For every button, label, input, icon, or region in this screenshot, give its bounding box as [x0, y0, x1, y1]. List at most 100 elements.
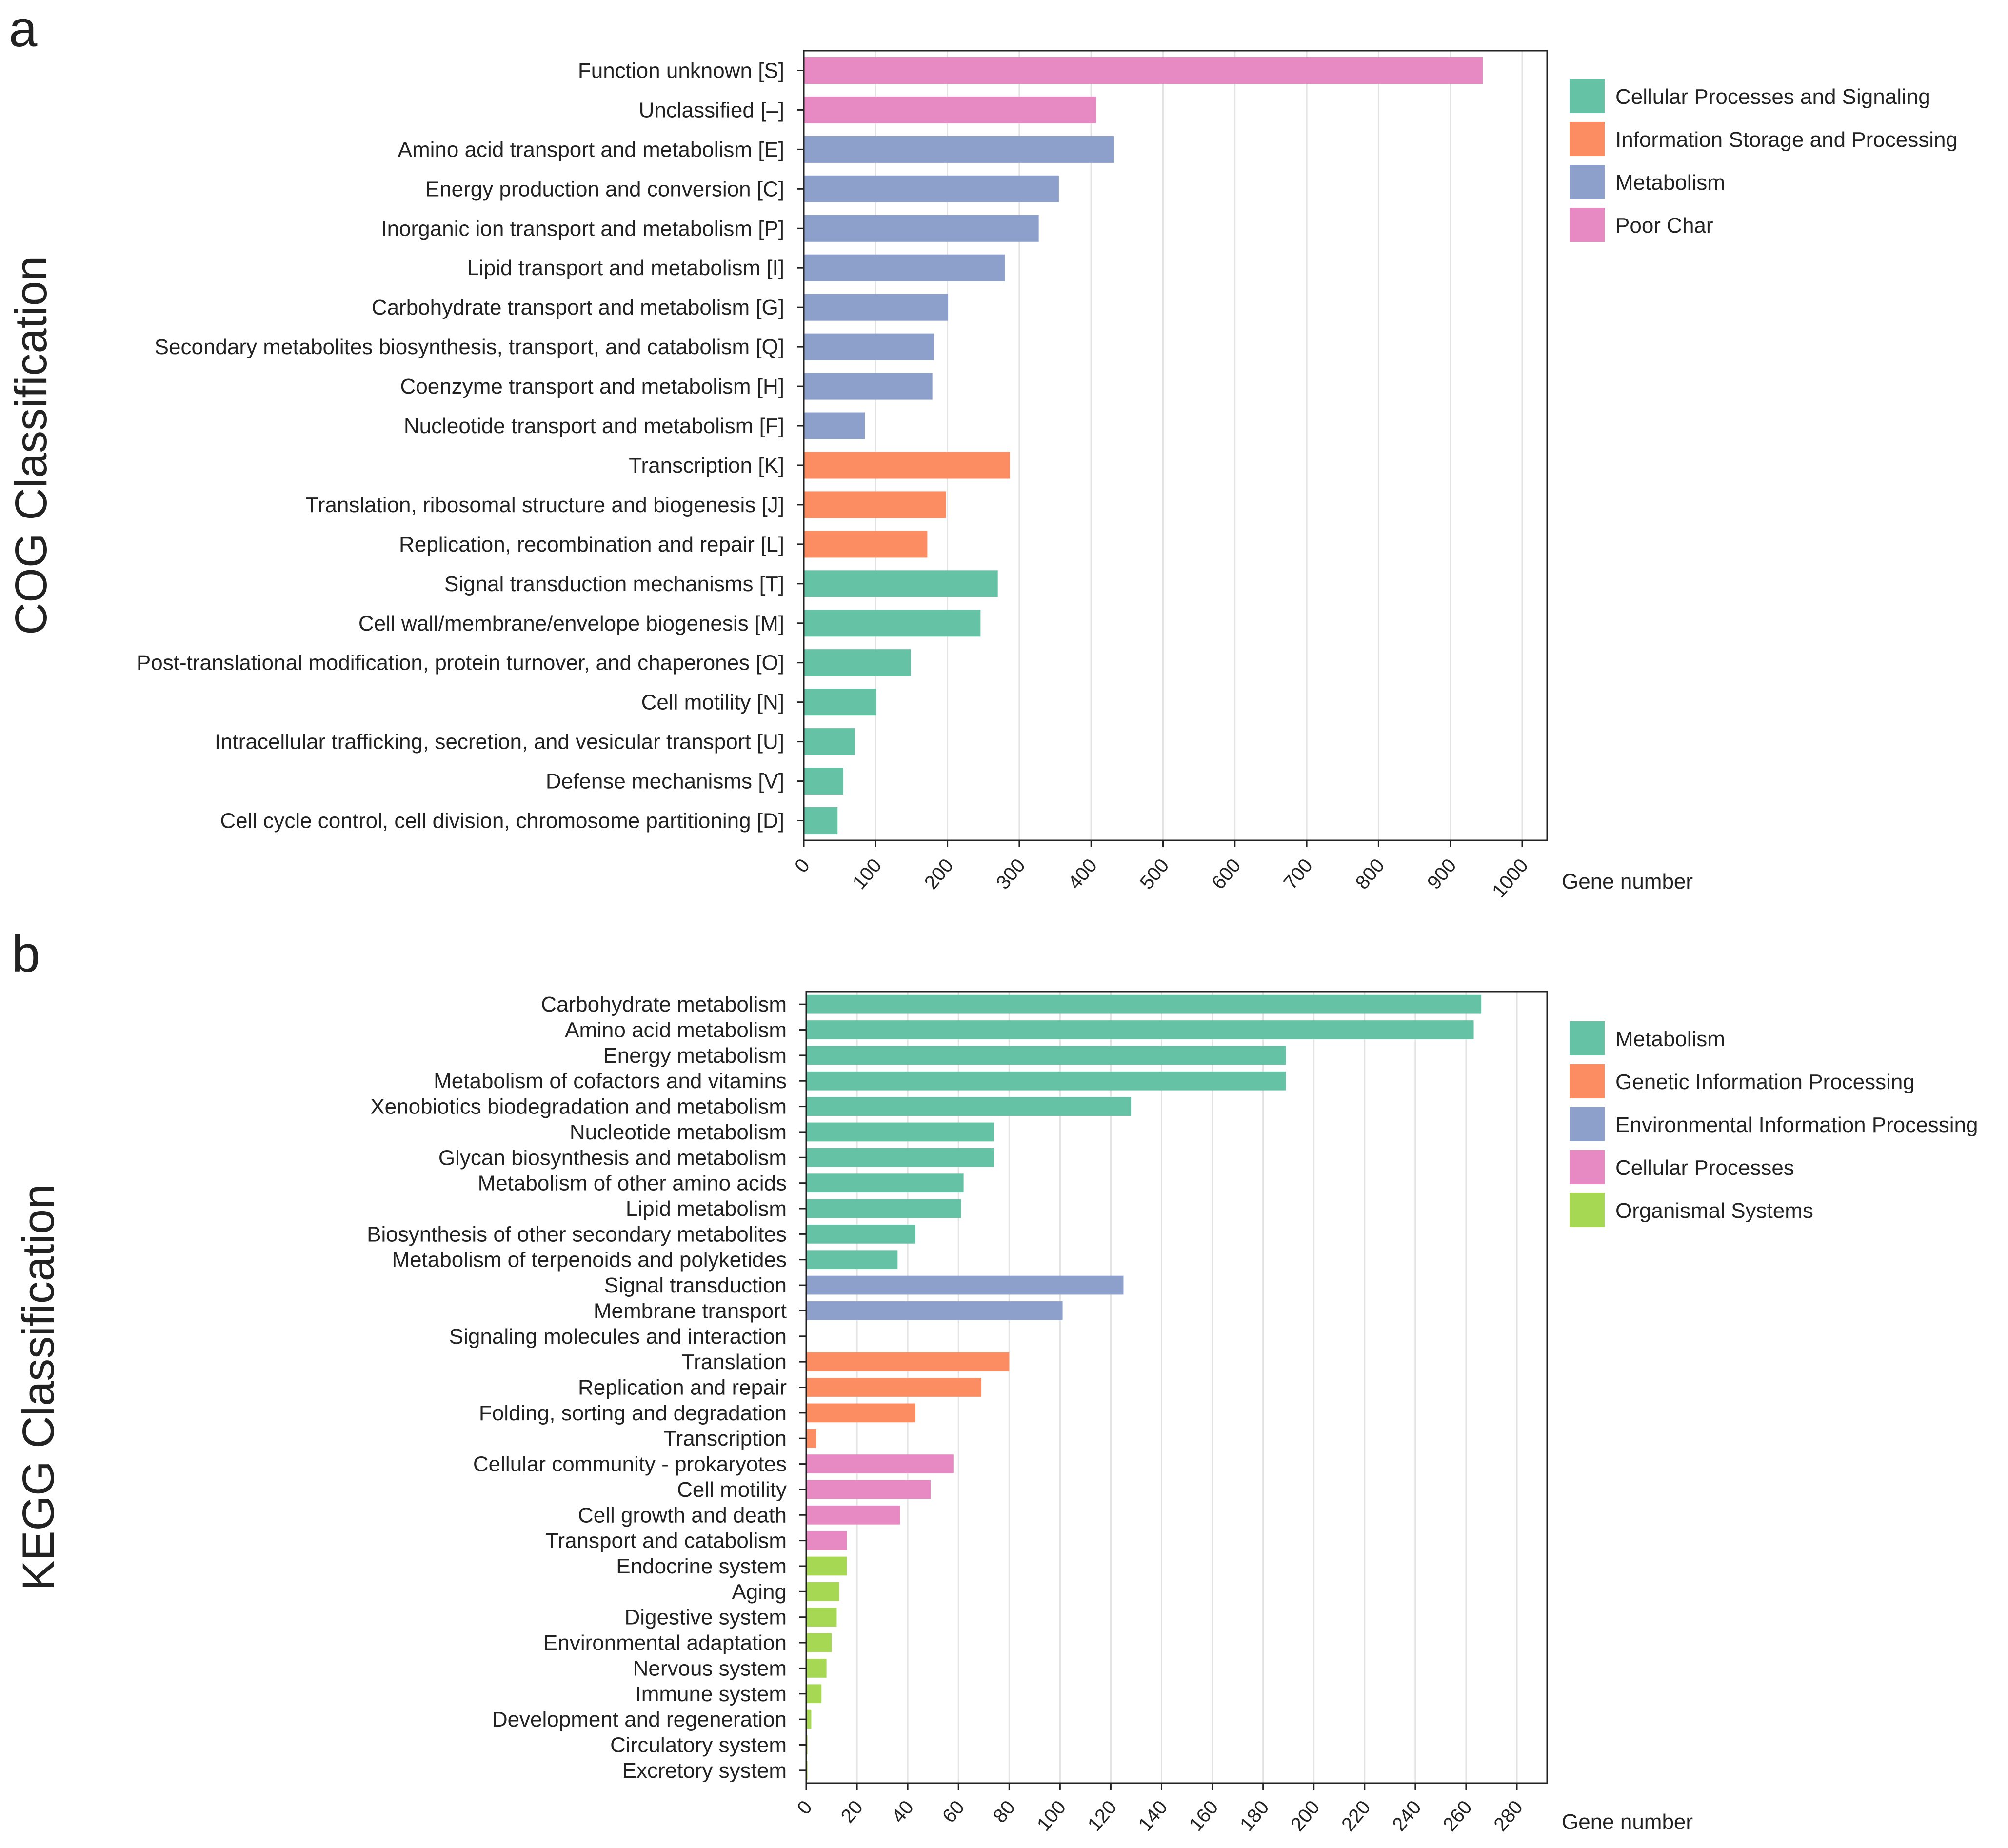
category-label: Xenobiotics biodegradation and metabolis…: [370, 1095, 787, 1119]
bar: [806, 994, 1482, 1014]
x-tick-label: 40: [888, 1797, 918, 1827]
category-label: Digestive system: [624, 1606, 787, 1629]
x-tick-label: 300: [992, 855, 1030, 894]
legend: Metabolism Genetic Information Processing…: [1570, 1021, 1978, 1227]
category-label: Glycan biosynthesis and metabolism: [438, 1146, 787, 1170]
bar: [804, 531, 928, 558]
category-label: Metabolism of other amino acids: [478, 1172, 787, 1195]
bar: [806, 1608, 837, 1627]
x-tick-label: 100: [849, 855, 886, 894]
x-tick-label: 240: [1388, 1797, 1426, 1835]
legend-label: Metabolism: [1615, 1027, 1725, 1051]
category-label: Membrane transport: [594, 1299, 787, 1323]
category-label: Secondary metabolites biosynthesis, tran…: [155, 335, 784, 359]
bar: [806, 1659, 827, 1678]
category-label: Endocrine system: [616, 1554, 787, 1578]
category-label: Carbohydrate metabolism: [541, 993, 787, 1016]
bar: [804, 254, 1005, 281]
bar: [806, 1250, 898, 1270]
category-label: Signaling molecules and interaction: [449, 1325, 787, 1349]
bar: [804, 412, 865, 439]
legend-label: Genetic Information Processing: [1615, 1070, 1915, 1094]
bar: [804, 452, 1010, 479]
bar: [804, 649, 911, 676]
category-label: Amino acid transport and metabolism [E]: [398, 138, 784, 161]
legend-swatch: [1570, 122, 1605, 156]
bar: [806, 1454, 954, 1473]
panel-letter: b: [12, 926, 40, 983]
x-tick-label: 1000: [1488, 855, 1532, 902]
bar: [806, 1556, 847, 1576]
category-label: Translation, ribosomal structure and bio…: [305, 493, 784, 517]
legend-label: Information Storage and Processing: [1615, 128, 1958, 152]
bar: [804, 728, 855, 755]
bar: [804, 570, 998, 597]
chart-panel-b: b KEGG Classification Carbohydrate metabol…: [12, 926, 1978, 1835]
bar: [806, 1122, 994, 1142]
bar: [804, 96, 1096, 123]
category-label: Defense mechanisms [V]: [546, 770, 784, 794]
bar: [804, 215, 1039, 242]
category-label: Biosynthesis of other secondary metaboli…: [367, 1222, 787, 1246]
x-tick-label: 20: [837, 1797, 867, 1827]
category-label: Lipid transport and metabolism [I]: [467, 256, 784, 280]
bar: [806, 1480, 931, 1499]
bar: [806, 1505, 900, 1525]
category-label: Signal transduction mechanisms [T]: [444, 572, 784, 596]
category-label: Cell wall/membrane/envelope biogenesis […: [358, 612, 784, 636]
category-label: Translation: [681, 1350, 787, 1374]
category-label: Post-translational modification, protein…: [137, 651, 784, 675]
category-label: Cell growth and death: [578, 1503, 787, 1527]
category-label: Replication, recombination and repair [L…: [399, 533, 784, 556]
bar: [806, 1020, 1474, 1039]
category-label: Cell cycle control, cell division, chrom…: [220, 809, 784, 833]
bar: [806, 1173, 964, 1193]
bar: [806, 1097, 1132, 1116]
y-axis-title: KEGG Classification: [14, 1184, 63, 1590]
bar: [806, 1378, 982, 1397]
category-label: Energy production and conversion [C]: [425, 177, 784, 201]
x-tick-label: 60: [938, 1797, 969, 1827]
x-tick-label: 180: [1236, 1797, 1273, 1835]
x-tick-label: 260: [1439, 1797, 1476, 1835]
category-label: Cellular community - prokaryotes: [473, 1452, 787, 1476]
x-tick-label: 500: [1136, 855, 1173, 894]
bar: [806, 1403, 915, 1423]
x-tick-label: 80: [989, 1797, 1019, 1827]
x-tick-label: 120: [1084, 1797, 1121, 1835]
category-label: Energy metabolism: [603, 1044, 787, 1068]
bar: [804, 294, 949, 321]
category-label: Environmental adaptation: [543, 1631, 787, 1655]
category-label: Circulatory system: [610, 1733, 787, 1757]
x-tick-label: 400: [1064, 855, 1101, 894]
category-label: Function unknown [S]: [578, 59, 784, 82]
category-label: Amino acid metabolism: [565, 1018, 787, 1042]
panel-letter: a: [9, 0, 38, 58]
bar: [804, 768, 844, 795]
category-label: Transport and catabolism: [545, 1529, 787, 1553]
category-label: Folding, sorting and degradation: [479, 1401, 787, 1425]
x-tick-label: 800: [1352, 855, 1389, 894]
category-label: Metabolism of terpenoids and polyketides: [392, 1248, 787, 1272]
bar: [804, 807, 838, 835]
bar: [804, 136, 1114, 163]
category-label: Cell motility [N]: [641, 691, 784, 715]
x-tick-label: 0: [793, 1797, 816, 1819]
legend-label: Cellular Processes: [1615, 1156, 1794, 1180]
bar: [806, 1352, 1010, 1371]
category-label: Intracellular trafficking, secretion, an…: [215, 730, 784, 754]
bar: [804, 57, 1483, 84]
x-tick-label: 140: [1134, 1797, 1172, 1835]
bar: [804, 333, 934, 360]
category-label: Excretory system: [622, 1759, 787, 1783]
category-label: Nucleotide metabolism: [570, 1120, 787, 1144]
x-tick-label: 900: [1423, 855, 1461, 894]
legend-label: Metabolism: [1615, 171, 1725, 195]
y-axis-title: COG Classification: [6, 256, 56, 635]
category-label: Nervous system: [633, 1656, 787, 1680]
bar: [806, 1148, 994, 1167]
category-label: Immune system: [635, 1682, 787, 1706]
x-tick-label: 280: [1490, 1797, 1527, 1835]
legend-swatch: [1570, 165, 1605, 199]
bar: [806, 1046, 1286, 1065]
